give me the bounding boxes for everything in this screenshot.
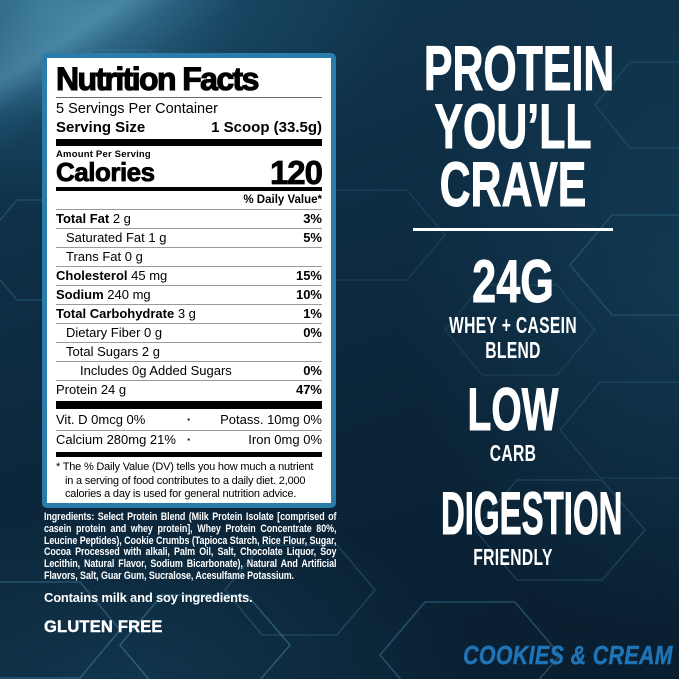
feature-sub-text: FRIENDLY xyxy=(473,544,553,570)
feature-protein-blend: 24G WHEY + CASEIN BLEND xyxy=(382,248,644,363)
nutrition-row: Total Fat 2 g 3% xyxy=(56,209,322,226)
daily-value-header: % Daily Value* xyxy=(243,194,322,206)
micronutrient-rows: Vit. D 0mcg 0% · Potass. 10mg 0% Calcium 28… xyxy=(56,411,322,449)
ingredients-body: Select Protein Blend (Milk Protein Isola… xyxy=(44,511,337,582)
nutrition-row: Cholesterol 45 mg 15% xyxy=(56,266,322,283)
micronutrient-row: Vit. D 0mcg 0% · Potass. 10mg 0% xyxy=(56,412,322,427)
ingredients-section: Ingredients: Select Protein Blend (Milk … xyxy=(44,511,344,637)
medium-rule xyxy=(56,452,322,457)
nutrition-facts-label: Nutrition Facts 5 Servings Per Container… xyxy=(42,53,336,508)
amount-per-serving-label: Amount Per Serving xyxy=(56,149,151,160)
right-column: PROTEIN YOU’LL CRAVE 24G WHEY + CASEIN B… xyxy=(382,0,644,679)
nutrition-row: Saturated Fat 1 g 5% xyxy=(56,228,322,247)
headline-line-1: PROTEIN xyxy=(423,34,615,104)
thick-rule xyxy=(56,401,322,409)
serving-size-label: Serving Size xyxy=(56,119,146,136)
feature-sub-text: BLEND xyxy=(485,337,541,363)
calories-row: Calories 120 xyxy=(56,154,324,191)
serving-size-row: Serving Size 1 Scoop (33.5g) xyxy=(56,118,322,137)
feature-low-carb: LOW CARB xyxy=(382,376,644,466)
nutrition-row: Trans Fat 0 g xyxy=(56,247,322,266)
feature-big-text: DIGESTION xyxy=(440,480,623,547)
feature-sub-text: WHEY + CASEIN xyxy=(449,312,577,338)
headline-line-2: YOU’LL xyxy=(434,92,592,162)
thick-rule xyxy=(56,139,322,146)
headline-underline xyxy=(413,228,613,231)
serving-size-value: 1 Scoop (33.5g) xyxy=(211,119,322,136)
calories-value: 120 xyxy=(269,154,324,191)
ingredients-label: Ingredients: xyxy=(44,511,95,523)
nutrition-row: Total Sugars 2 g xyxy=(56,342,322,361)
servings-per-container: 5 Servings Per Container xyxy=(56,101,218,117)
flavor-name: COOKIES & CREAM xyxy=(463,640,673,671)
feature-digestion: DIGESTION FRIENDLY xyxy=(382,480,644,570)
nutrition-row: Dietary Fiber 0 g 0% xyxy=(56,323,322,342)
micronutrient-row: Calcium 280mg 21% · Iron 0mg 0% xyxy=(56,429,322,450)
thin-rule xyxy=(56,97,322,98)
nutrition-row: Protein 24 g 47% xyxy=(56,380,322,397)
headline: PROTEIN YOU’LL CRAVE xyxy=(423,34,615,220)
headline-line-3: CRAVE xyxy=(439,150,587,220)
feature-big-text: 24G xyxy=(472,248,554,315)
nutrition-row: Sodium 240 mg 10% xyxy=(56,285,322,302)
nutrition-rows: Total Fat 2 g 3% Saturated Fat 1 g 5% Trans … xyxy=(56,209,322,399)
feature-big-text: LOW xyxy=(467,376,559,443)
nutrition-row: Includes 0g Added Sugars 0% xyxy=(56,361,322,380)
gluten-free-badge: GLUTEN FREE xyxy=(44,617,163,636)
ingredients-text: Ingredients: Select Protein Blend (Milk … xyxy=(44,511,337,583)
label-title: Nutrition Facts xyxy=(55,61,259,97)
medium-rule xyxy=(56,187,322,191)
daily-value-footnote: * The % Daily Value (DV) tells you how m… xyxy=(56,461,314,500)
feature-sub-text: CARB xyxy=(489,440,537,466)
nutrition-row: Total Carbohydrate 3 g 1% xyxy=(56,304,322,321)
contains-statement: Contains milk and soy ingredients. xyxy=(44,589,253,605)
calories-label: Calories xyxy=(56,157,156,187)
